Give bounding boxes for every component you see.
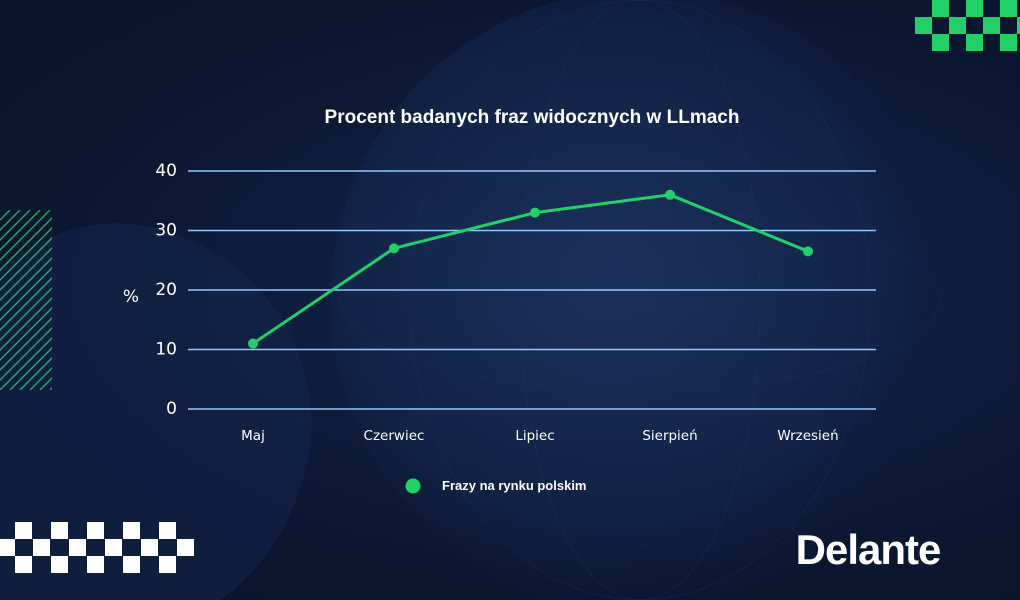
hand-shape <box>0 223 312 600</box>
hatch-stripes <box>0 210 52 390</box>
legend-label: Frazy na rynku polskim <box>442 478 587 493</box>
data-point <box>665 189 675 200</box>
globe-parallel <box>339 209 941 391</box>
x-tick-label: Sierpień <box>642 428 697 444</box>
legend-marker <box>405 478 421 494</box>
y-tick-label: 10 <box>155 340 177 360</box>
series-frazy <box>248 189 813 349</box>
chart-title: Procent badanych fraz widocznych w LLmac… <box>325 107 740 128</box>
legend: Frazy na rynku polskim <box>405 478 587 494</box>
globe-shape <box>330 0 950 600</box>
checker-pattern-green <box>915 0 1020 51</box>
data-point <box>803 246 813 257</box>
x-tick-label: Wrzesień <box>777 428 838 444</box>
globe-meridian <box>519 0 761 600</box>
x-tick-label: Lipiec <box>515 428 554 444</box>
data-point <box>248 338 258 349</box>
x-tick-label: Czerwiec <box>364 428 425 444</box>
y-tick-label: 20 <box>155 280 177 300</box>
checker-pattern-white <box>0 522 194 573</box>
x-tick-label: Maj <box>241 428 265 444</box>
series-line <box>252 193 809 345</box>
y-axis-ticks: 0 10 20 30 40 <box>155 161 177 419</box>
data-point <box>389 243 399 254</box>
y-tick-label: 40 <box>155 161 177 181</box>
x-axis-ticks: Maj Czerwiec Lipiec Sierpień Wrzesień <box>241 428 839 444</box>
y-tick-label: 0 <box>166 399 177 419</box>
globe-meridian <box>409 0 871 600</box>
y-axis-label: % <box>123 287 139 307</box>
gridlines <box>188 170 876 410</box>
data-point <box>530 207 540 218</box>
delante-logo: Delante <box>796 526 941 573</box>
y-tick-label: 30 <box>155 221 177 241</box>
